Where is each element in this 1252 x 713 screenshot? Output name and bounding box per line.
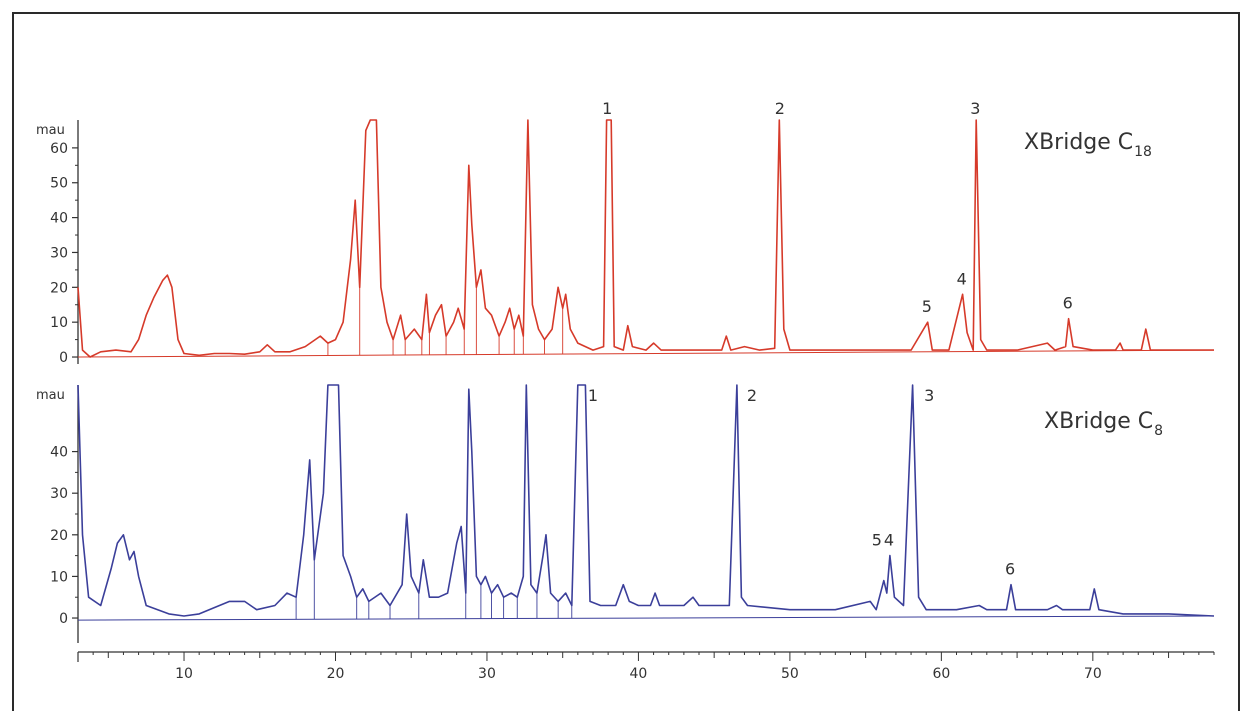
x-tick-label-40: 40 xyxy=(630,666,648,682)
y-tick-label-c18-0: 0 xyxy=(59,350,68,366)
x-tick-label-50: 50 xyxy=(781,666,799,682)
x-tick-label-60: 60 xyxy=(932,666,950,682)
y-tick-label-c8-20: 20 xyxy=(50,528,68,544)
trace-c18 xyxy=(77,119,1214,358)
y-tick-label-c18-30: 30 xyxy=(50,245,68,261)
y-tick-label-c8-40: 40 xyxy=(50,445,68,461)
column-title-subscript-c8: 8 xyxy=(1154,423,1163,439)
trace-c8 xyxy=(77,384,1215,617)
panel-xbridge-c18: 0 10 20 30 40 50 60 mau 1 2 3 4 5 6 XBridge C 18 xyxy=(36,99,1215,366)
x-tick-label-20: 20 xyxy=(327,666,345,682)
y-tick-label-c18-10: 10 xyxy=(50,315,68,331)
y-unit-label-c18: mau xyxy=(36,123,65,138)
peak-label-c18-6: 6 xyxy=(1063,294,1073,313)
y-tick-label-c18-50: 50 xyxy=(50,176,68,192)
peak-label-c18-3: 3 xyxy=(970,99,980,118)
y-tick-label-c8-10: 10 xyxy=(50,569,68,585)
peak-label-c18-1: 1 xyxy=(602,99,612,118)
y-tick-label-c18-20: 20 xyxy=(50,280,68,296)
x-tick-label-30: 30 xyxy=(478,666,496,682)
peak-label-c8-6: 6 xyxy=(1005,560,1015,579)
column-title-c8: XBridge C xyxy=(1044,409,1153,434)
x-tick-label-10: 10 xyxy=(175,666,193,682)
baseline-c8 xyxy=(77,615,1215,621)
x-tick-label-70: 70 xyxy=(1084,666,1102,682)
y-tick-label-c18-60: 60 xyxy=(50,141,68,157)
column-title-subscript-c18: 18 xyxy=(1134,144,1152,160)
x-axis: 10 20 30 40 50 60 70 xyxy=(77,651,1215,682)
peak-label-c18-2: 2 xyxy=(775,99,785,118)
peak-label-c8-5: 5 xyxy=(872,531,882,550)
y-tick-label-c8-0: 0 xyxy=(59,611,68,627)
y-unit-label-c8: mau xyxy=(36,388,65,403)
baseline-c18 xyxy=(77,349,1215,358)
peak-label-c8-2: 2 xyxy=(747,386,757,405)
peak-label-c8-1: 1 xyxy=(588,386,598,405)
peak-label-c18-5: 5 xyxy=(922,297,932,316)
y-tick-label-c8-30: 30 xyxy=(50,486,68,502)
column-title-c18: XBridge C xyxy=(1024,130,1133,155)
y-tick-label-c18-40: 40 xyxy=(50,211,68,227)
chart-frame: 0 10 20 30 40 50 60 mau 1 2 3 4 5 6 XBridge C 18 0 10 20 3… xyxy=(12,12,1240,711)
peak-label-c8-3: 3 xyxy=(924,386,934,405)
peak-label-c18-4: 4 xyxy=(957,269,967,288)
peak-label-c8-4: 4 xyxy=(884,531,894,550)
